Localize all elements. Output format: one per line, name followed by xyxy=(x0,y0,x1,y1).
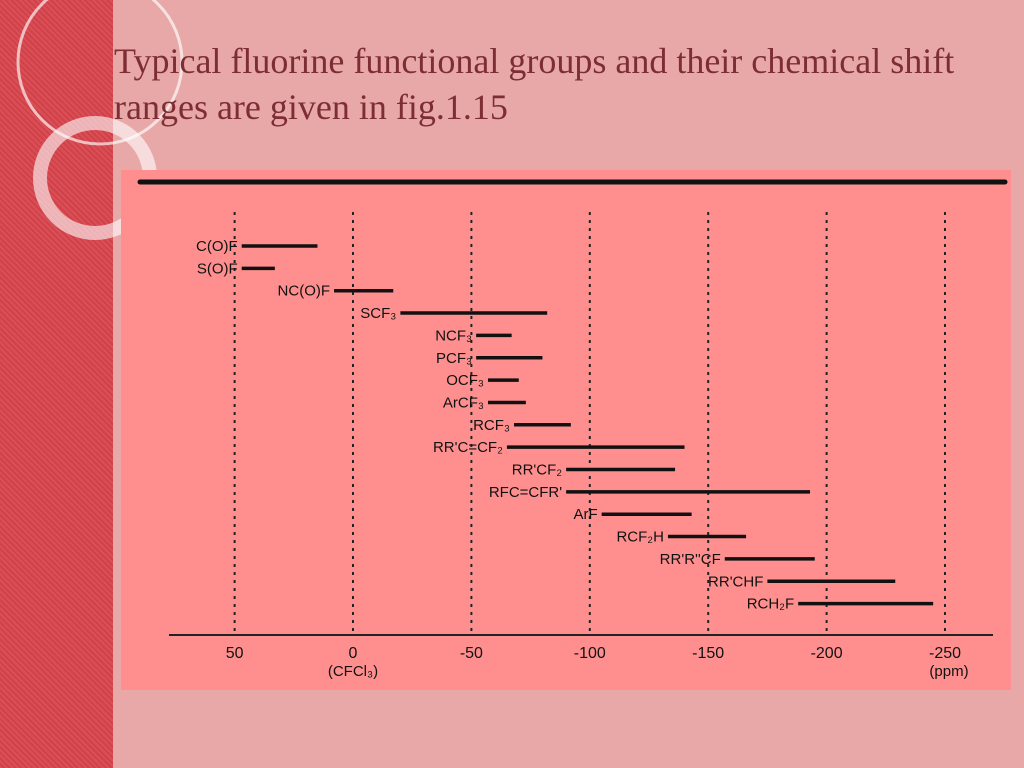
chemical-shift-figure: C(O)F S(O)F NC(O)F SCF₃ NCF₃ PCF₃ OCF₃ ArCF₃ RCF… xyxy=(121,170,1011,690)
category-label: RFC=CFR' xyxy=(489,484,562,501)
category-label: RCF₂H xyxy=(616,529,663,546)
category-label: S(O)F xyxy=(197,260,238,277)
x-tick-label: 50 xyxy=(226,645,244,662)
figure-background xyxy=(121,170,1011,690)
category-label: RR'R''CF xyxy=(660,551,721,568)
category-label: ArF xyxy=(573,506,597,523)
x-reference-label: (CFCl₃) xyxy=(328,663,378,680)
x-tick-label: -150 xyxy=(692,645,724,662)
x-tick-label: 0 xyxy=(349,645,358,662)
category-label: ArCF₃ xyxy=(443,394,484,411)
x-tick-label: -200 xyxy=(811,645,843,662)
x-tick-label: -250 xyxy=(929,645,961,662)
x-unit-label: (ppm) xyxy=(929,663,968,680)
category-label: NCF₃ xyxy=(435,327,472,344)
category-label: RR'C=CF₂ xyxy=(433,439,503,456)
x-tick-label: -50 xyxy=(460,645,483,662)
category-label: NC(O)F xyxy=(278,283,331,300)
category-label: SCF₃ xyxy=(360,305,396,322)
chemical-shift-chart: C(O)F S(O)F NC(O)F SCF₃ NCF₃ PCF₃ OCF₃ ArCF₃ RCF… xyxy=(121,170,1011,690)
x-tick-labels: 50 0 -50 -100 -150 -200 -250 xyxy=(226,645,961,662)
decorative-ring-large xyxy=(16,0,184,146)
x-tick-label: -100 xyxy=(574,645,606,662)
category-label: RCH₂F xyxy=(747,596,794,613)
range-bars xyxy=(241,244,934,606)
grid-lines xyxy=(233,212,946,632)
category-label: PCF₃ xyxy=(436,350,472,367)
category-label: OCF₃ xyxy=(446,372,484,389)
category-label: RR'CHF xyxy=(708,573,763,590)
category-label: RCF₃ xyxy=(473,417,510,434)
category-label: RR'CF₂ xyxy=(512,462,563,479)
category-labels: C(O)F S(O)F NC(O)F SCF₃ NCF₃ PCF₃ OCF₃ ArCF₃ RCF… xyxy=(196,238,794,613)
slide-title: Typical fluorine functional groups and t… xyxy=(114,41,955,127)
category-label: C(O)F xyxy=(196,238,238,255)
